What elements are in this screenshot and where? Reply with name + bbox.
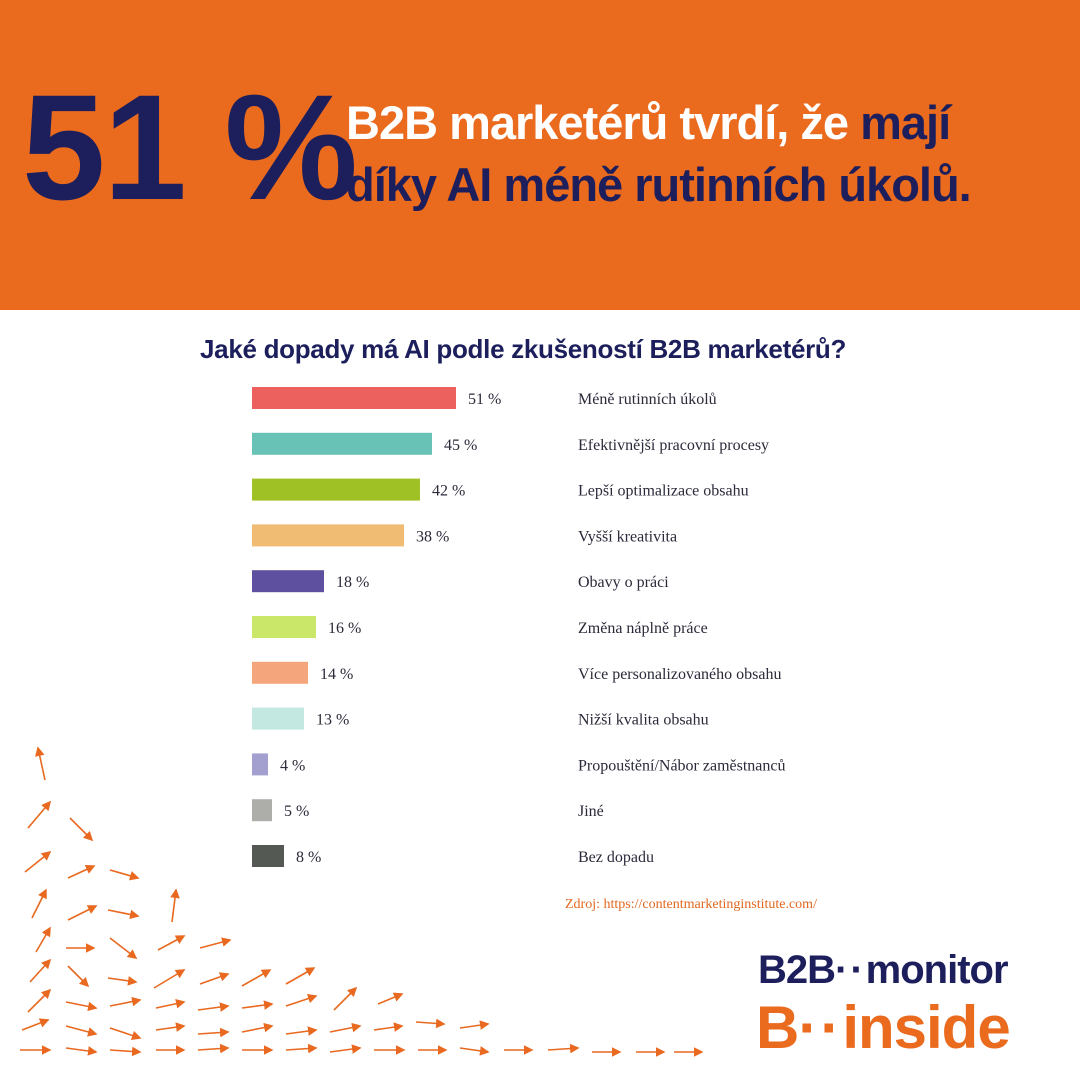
category-label-9: Propouštění/Nábor zaměstnanců <box>578 757 786 774</box>
bar-4 <box>252 524 404 547</box>
arrow-icon <box>241 1000 274 1010</box>
arrow-icon <box>377 992 404 1005</box>
arrow-icon <box>333 986 358 1011</box>
logo-b2b-monitor: B2B··monitor <box>758 948 1009 993</box>
value-label-5: 18 % <box>336 574 369 591</box>
arrow-icon <box>65 1046 98 1056</box>
bar-5 <box>252 570 324 593</box>
bar-7 <box>252 661 308 684</box>
arrow-icon <box>109 1027 142 1041</box>
value-label-3: 42 % <box>432 483 465 500</box>
arrow-icon <box>197 1043 230 1054</box>
arrow-icon <box>35 926 51 953</box>
arrow-icon <box>459 1020 490 1030</box>
value-label-8: 13 % <box>316 712 349 729</box>
arrow-icon <box>285 1026 318 1036</box>
arrow-icon <box>35 746 46 781</box>
arrow-icon <box>170 888 180 923</box>
arrow-icon <box>199 972 230 985</box>
arrow-icon <box>285 967 316 985</box>
arrow-icon <box>285 1043 318 1054</box>
arrow-icon <box>69 817 94 842</box>
value-label-9: 4 % <box>280 757 305 774</box>
arrow-icon <box>67 905 98 921</box>
logo-b2b-text: B2B <box>758 948 836 992</box>
bar-3 <box>252 478 420 501</box>
category-label-11: Bez dopadu <box>578 849 654 866</box>
arrow-icon <box>241 1022 274 1033</box>
arrow-icon <box>241 969 272 987</box>
arrow-icon <box>329 1044 362 1054</box>
arrow-icon <box>109 937 138 959</box>
bar-10 <box>252 799 272 822</box>
arrow-icon <box>373 1022 404 1032</box>
arrow-icon <box>27 800 52 829</box>
headline-line2-dark: díky AI méně rutinních úkolů. <box>346 158 972 211</box>
big-stat: 51 % <box>22 63 358 231</box>
category-label-3: Lepší optimalizace obsahu <box>578 483 749 500</box>
arrow-icon <box>285 993 318 1007</box>
value-label-6: 16 % <box>328 620 361 637</box>
arrow-icon <box>155 1022 186 1032</box>
category-label-1: Méně rutinních úkolů <box>578 391 717 408</box>
arrow-icon <box>197 1027 230 1038</box>
arrow-icon <box>67 965 90 988</box>
value-label-4: 38 % <box>416 528 449 545</box>
chart-title: Jaké dopady má AI podle zkušeností B2B m… <box>200 334 847 364</box>
header-banner <box>0 0 1080 310</box>
arrow-icon <box>157 935 186 951</box>
arrow-icon <box>29 958 52 983</box>
arrow-field-icon <box>20 746 704 1057</box>
value-label-7: 14 % <box>320 666 353 683</box>
category-label-6: Změna náplně práce <box>578 620 708 637</box>
logo-inside-text: inside <box>842 994 1010 1061</box>
arrow-icon <box>199 937 232 949</box>
value-label-10: 5 % <box>284 803 309 820</box>
headline-line1-dark: mají <box>860 96 951 149</box>
arrow-icon <box>65 1025 98 1037</box>
value-label-11: 8 % <box>296 849 321 866</box>
arrow-icon <box>153 969 186 989</box>
arrow-icon <box>21 1018 50 1031</box>
arrow-icon <box>109 1046 142 1057</box>
bar-1 <box>252 387 456 409</box>
arrow-icon <box>459 1046 490 1056</box>
arrow-icon <box>27 988 52 1013</box>
bar-11 <box>252 845 284 867</box>
arrow-icon <box>329 1022 362 1033</box>
value-label-2: 45 % <box>444 437 477 454</box>
category-label-2: Efektivnější pracovní procesy <box>578 437 769 454</box>
source-note: Zdroj: https://contentmarketinginstitute… <box>565 897 817 912</box>
value-label-1: 51 % <box>468 391 501 408</box>
logo-b-inside: B··inside <box>756 994 1011 1061</box>
bar-8 <box>252 707 304 730</box>
arrow-icon <box>65 1001 98 1012</box>
category-label-7: Více personalizovaného obsahu <box>578 666 781 683</box>
bar-chart: 51 % Méně rutinních úkolů 45 % Efektivnější… <box>252 387 786 867</box>
arrow-icon <box>107 909 140 920</box>
headline: B2B marketérů tvrdí, že mají díky AI mén… <box>346 92 1066 216</box>
logo-dots-2: ·· <box>798 994 843 1061</box>
arrow-icon <box>547 1043 580 1054</box>
arrow-icon <box>107 976 138 986</box>
category-label-4: Vyšší kreativita <box>578 528 677 545</box>
headline-line1-white: B2B marketérů tvrdí, že <box>346 96 861 149</box>
bar-2 <box>252 432 432 455</box>
arrow-icon <box>197 1002 230 1012</box>
arrow-icon <box>109 869 140 881</box>
logo-b-text: B <box>756 994 799 1061</box>
category-label-5: Obavy o práci <box>578 574 669 591</box>
logo-monitor-text: monitor <box>865 948 1009 992</box>
arrow-icon <box>31 888 47 919</box>
arrow-icon <box>24 851 52 873</box>
bar-9 <box>252 753 268 776</box>
category-label-10: Jiné <box>578 803 604 820</box>
arrow-icon <box>415 1018 446 1029</box>
bar-6 <box>252 616 316 638</box>
logo-dots: ·· <box>835 948 866 992</box>
arrow-icon <box>109 996 142 1007</box>
arrow-icon <box>67 864 96 879</box>
category-label-8: Nižší kvalita obsahu <box>578 712 709 729</box>
arrow-icon <box>155 998 186 1009</box>
